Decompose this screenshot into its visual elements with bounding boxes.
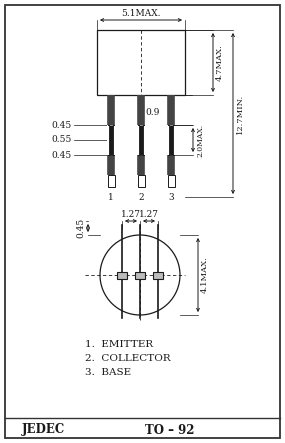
Bar bbox=[117, 272, 127, 279]
Text: 0.45: 0.45 bbox=[52, 120, 72, 129]
Text: 2: 2 bbox=[138, 193, 144, 202]
Text: 4.7MAX.: 4.7MAX. bbox=[216, 44, 224, 81]
Bar bbox=[107, 125, 115, 155]
Bar bbox=[137, 175, 144, 187]
Text: 0.55: 0.55 bbox=[52, 136, 72, 144]
Text: 12.7MIN.: 12.7MIN. bbox=[236, 93, 244, 133]
Bar bbox=[135, 272, 145, 279]
Text: 0.45: 0.45 bbox=[76, 218, 85, 238]
Bar bbox=[168, 175, 174, 187]
Bar bbox=[153, 272, 163, 279]
Text: 0.45: 0.45 bbox=[52, 151, 72, 159]
Bar bbox=[107, 175, 115, 187]
Text: 5.1MAX.: 5.1MAX. bbox=[121, 9, 161, 18]
Bar bbox=[167, 125, 175, 155]
Text: 1.27: 1.27 bbox=[121, 210, 141, 219]
Text: 2.0MAX.: 2.0MAX. bbox=[196, 124, 204, 156]
Text: JEDEC: JEDEC bbox=[22, 424, 65, 436]
Text: 3.  BASE: 3. BASE bbox=[85, 368, 131, 377]
Text: 1.  EMITTER: 1. EMITTER bbox=[85, 340, 153, 349]
Bar bbox=[97, 30, 185, 95]
Text: 1: 1 bbox=[108, 193, 114, 202]
Text: 1.27: 1.27 bbox=[139, 210, 159, 219]
Text: 3: 3 bbox=[168, 193, 174, 202]
Text: TO – 92: TO – 92 bbox=[145, 424, 195, 436]
Bar bbox=[137, 125, 145, 155]
Text: 2.  COLLECTOR: 2. COLLECTOR bbox=[85, 354, 171, 363]
Text: 0.9: 0.9 bbox=[145, 108, 159, 117]
Text: 4.1MAX.: 4.1MAX. bbox=[201, 256, 209, 293]
